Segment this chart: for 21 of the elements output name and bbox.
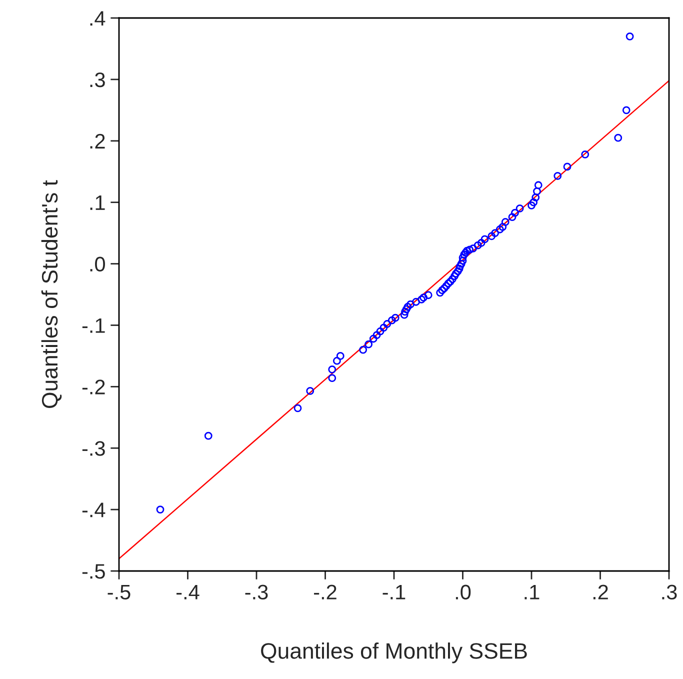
- x-tick-label: .1: [524, 584, 540, 600]
- x-tick-label: -.2: [314, 584, 336, 600]
- x-tick-label: .3: [662, 584, 677, 600]
- x-tick-label: -.3: [245, 584, 268, 600]
- y-tick-label: -.3: [82, 441, 105, 456]
- x-tick-label: -.5: [108, 584, 130, 600]
- x-axis-title: Quantiles of Monthly SSEB: [261, 642, 527, 664]
- y-tick-label: -.4: [82, 502, 106, 518]
- x-tick-label: -.1: [382, 584, 406, 600]
- x-tick-label: -.4: [176, 584, 200, 600]
- y-tick-label: .0: [90, 256, 105, 272]
- y-tick-label: -.1: [82, 318, 105, 333]
- y-tick-label: .1: [90, 196, 105, 210]
- y-tick-label: -.5: [82, 564, 105, 579]
- x-tick-label: .0: [456, 584, 471, 600]
- y-tick-label: .3: [90, 72, 105, 88]
- y-tick-label: -.2: [82, 380, 105, 394]
- y-tick-label: .2: [90, 134, 105, 148]
- y-tick-label: .4: [90, 11, 106, 26]
- x-tick-label: .2: [593, 584, 608, 600]
- y-axis-title: Quantiles of Student's t: [41, 180, 62, 408]
